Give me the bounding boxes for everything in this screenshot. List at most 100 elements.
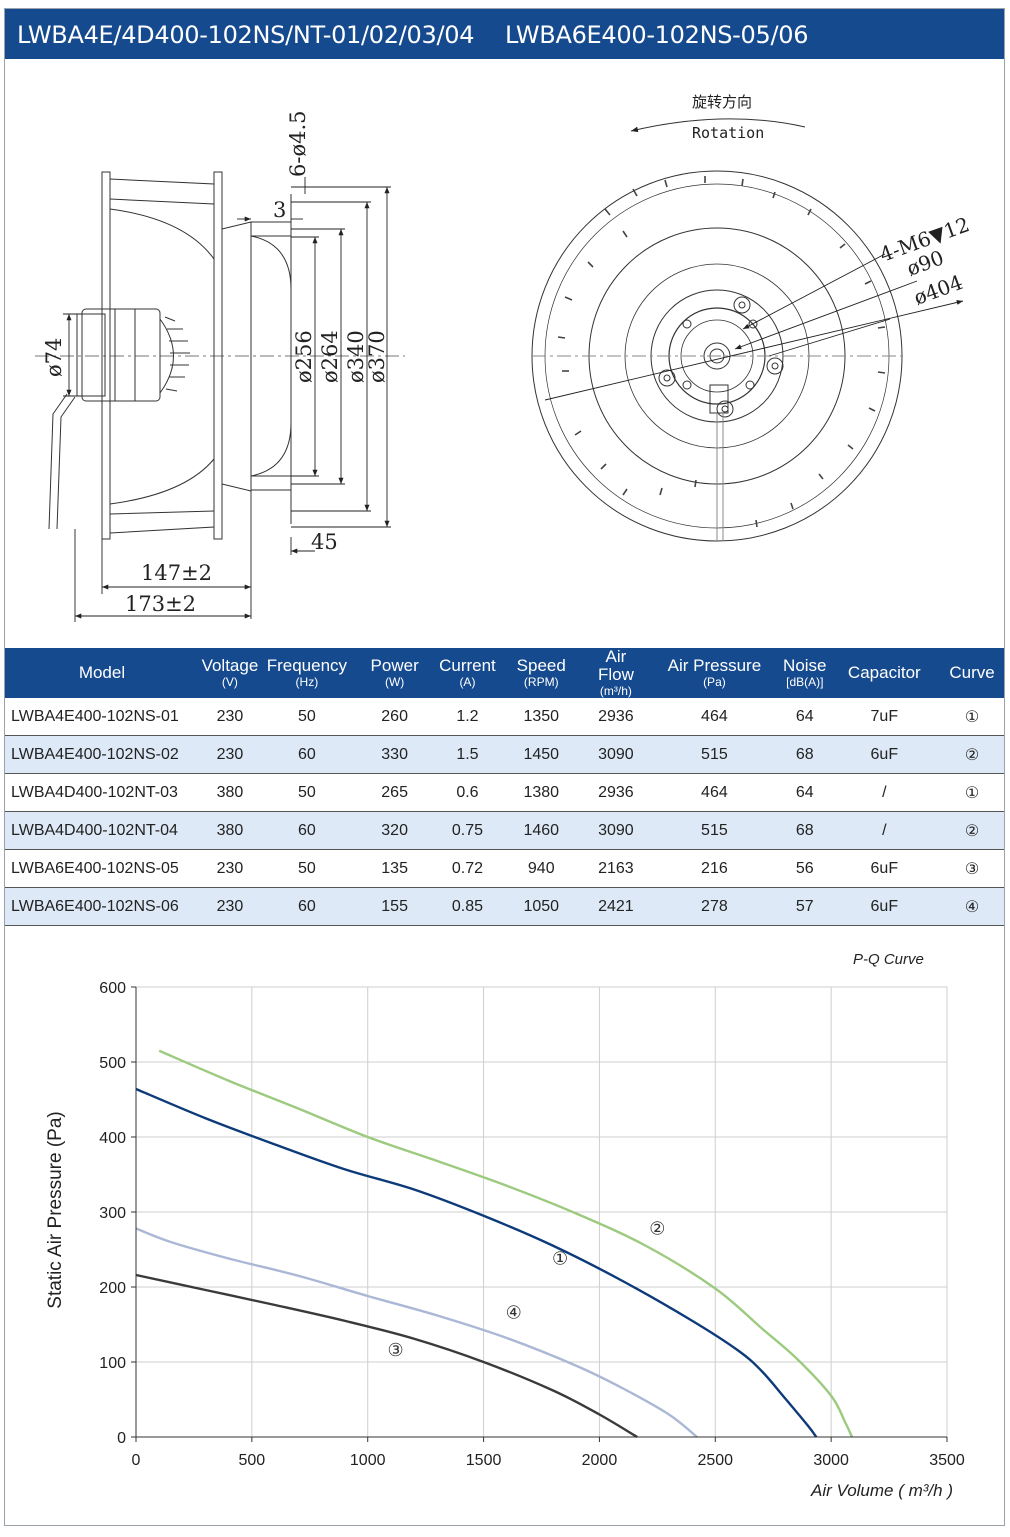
- table-cell: 3090: [584, 811, 648, 850]
- table-cell: 515: [647, 735, 782, 774]
- table-cell: 50: [260, 849, 353, 888]
- table-cell: 2421: [584, 887, 648, 926]
- datasheet-frame: [4, 8, 1005, 1526]
- column-header-label: Capacitor: [847, 663, 921, 682]
- x-tick-label: 2500: [697, 1452, 733, 1469]
- front-view-labels: 旋转方向 Rotation 4-M6▼12 ø90 ø404: [692, 93, 973, 310]
- right-model-title: LWBA6E400-102NS-05/06: [505, 21, 809, 49]
- column-header: Curve: [940, 648, 1004, 698]
- technical-drawing: 6-ø4.5 3 ø74 ø256 ø264 ø340 ø370 45 147±…: [35, 93, 973, 622]
- table-cell: 1450: [498, 735, 585, 774]
- column-header-label: Power: [370, 656, 419, 675]
- y-tick-label: 100: [99, 1355, 126, 1372]
- x-tick-label: 1500: [466, 1452, 502, 1469]
- series-label: ③: [387, 1340, 403, 1361]
- chart-ticks: 0 500 1000 1500 2000 2500 3000 3500 0 100 200 300 40…: [99, 980, 965, 1469]
- y-axis-label: Static Air Pressure (Pa): [45, 1111, 66, 1308]
- table-cell: /: [828, 773, 941, 812]
- table-cell: ①: [940, 698, 1004, 736]
- column-header-label: Speed: [516, 656, 566, 675]
- y-tick-label: 400: [99, 1130, 126, 1147]
- table-body: LWBA4E400-102NS-01 230 50 260 1.2 1350 2936 464…: [5, 698, 1004, 926]
- dim-74: ø74: [42, 338, 66, 377]
- dim-45: 45: [311, 530, 338, 554]
- rotation-cn: 旋转方向: [692, 93, 752, 111]
- table-cell: 2936: [584, 698, 648, 736]
- table-cell: 0.6: [436, 773, 499, 812]
- column-header: Air Flow (m³/h): [584, 648, 648, 698]
- y-tick-label: 500: [99, 1055, 126, 1072]
- table-header-row: Model Voltage (V) Frequency (Hz) Power (W) Curr…: [5, 648, 1004, 698]
- column-header-label: Frequency: [266, 656, 348, 675]
- y-tick-label: 200: [99, 1280, 126, 1297]
- dim-256: ø256: [292, 330, 316, 383]
- dim-340: ø340: [344, 330, 368, 383]
- table-row: LWBA4D400-102NT-03 380 50 265 0.6 1380 2936 464…: [5, 773, 1004, 812]
- side-view: [35, 171, 405, 622]
- y-tick-label: 0: [117, 1430, 126, 1447]
- table-cell: ②: [940, 735, 1004, 774]
- table-cell: 7uF: [828, 698, 941, 736]
- column-header-unit: (V): [221, 675, 238, 689]
- x-tick-label: 0: [132, 1452, 141, 1469]
- table-cell: 60: [260, 735, 353, 774]
- column-header-label: Voltage: [201, 656, 259, 675]
- column-header-unit: (RPM): [523, 675, 559, 689]
- table-cell: 940: [498, 849, 585, 888]
- column-header-unit: (m³/h): [599, 684, 632, 698]
- dim-3: 3: [273, 198, 286, 222]
- table-cell: 68: [781, 811, 829, 850]
- table-cell: 50: [260, 698, 353, 736]
- pq-curve-chart: ① ② ③ ④ 0 500 1000 1500 2000 2500 3000 3500 0 100 200…: [45, 951, 965, 1500]
- table-cell: 380: [198, 811, 261, 850]
- rotation-en: Rotation: [692, 124, 764, 142]
- x-tick-label: 500: [239, 1452, 266, 1469]
- table-cell: 1350: [498, 698, 585, 736]
- table-cell: 60: [260, 887, 353, 926]
- table-cell: 6uF: [828, 887, 941, 926]
- left-model-title: LWBA4E/4D400-102NS/NT-01/02/03/04: [17, 21, 475, 49]
- series-label: ①: [552, 1249, 568, 1270]
- chart-grid: [135, 986, 948, 1438]
- table-cell: 330: [352, 735, 437, 774]
- table-cell: ②: [940, 811, 1004, 850]
- chart-series: ① ② ③ ④: [135, 1049, 854, 1439]
- x-tick-label: 3500: [929, 1452, 965, 1469]
- column-header: Air Pressure (Pa): [647, 648, 782, 698]
- front-view: [531, 118, 964, 542]
- series-label: ④: [506, 1303, 522, 1324]
- chart-title: P-Q Curve: [853, 951, 924, 968]
- table-cell: 230: [198, 735, 261, 774]
- column-header: Current (A): [436, 648, 499, 698]
- table-cell: 230: [198, 849, 261, 888]
- series-line: [158, 1049, 854, 1438]
- column-header: Frequency (Hz): [260, 648, 353, 698]
- table-cell: 68: [781, 735, 829, 774]
- table-cell: ③: [940, 849, 1004, 888]
- model-cell: LWBA4D400-102NT-04: [5, 811, 199, 850]
- title-bar: LWBA4E/4D400-102NS/NT-01/02/03/04 LWBA6E…: [5, 9, 1004, 59]
- table-row: LWBA6E400-102NS-05 230 50 135 0.72 940 2163 216…: [5, 849, 1004, 888]
- table-cell: 135: [352, 849, 437, 888]
- column-header: Speed (RPM): [498, 648, 585, 698]
- y-tick-label: 600: [99, 980, 126, 997]
- column-header-unit: (Pa): [703, 675, 726, 689]
- table-cell: 155: [352, 887, 437, 926]
- table-cell: 60: [260, 811, 353, 850]
- table-cell: 50: [260, 773, 353, 812]
- table-cell: 64: [781, 698, 829, 736]
- table-cell: 1.5: [436, 735, 499, 774]
- column-header-label: Curve: [949, 663, 995, 682]
- dim-370: ø370: [365, 330, 389, 383]
- table-cell: /: [828, 811, 941, 850]
- table-cell: 1380: [498, 773, 585, 812]
- dim-147: 147±2: [141, 561, 212, 585]
- table-cell: 1050: [498, 887, 585, 926]
- table-cell: 64: [781, 773, 829, 812]
- table-cell: 464: [647, 773, 782, 812]
- column-header-unit: [dB(A)]: [786, 675, 824, 689]
- column-header-label: Model: [78, 663, 126, 682]
- table-cell: 57: [781, 887, 829, 926]
- table-cell: 278: [647, 887, 782, 926]
- column-header: Voltage (V): [198, 648, 261, 698]
